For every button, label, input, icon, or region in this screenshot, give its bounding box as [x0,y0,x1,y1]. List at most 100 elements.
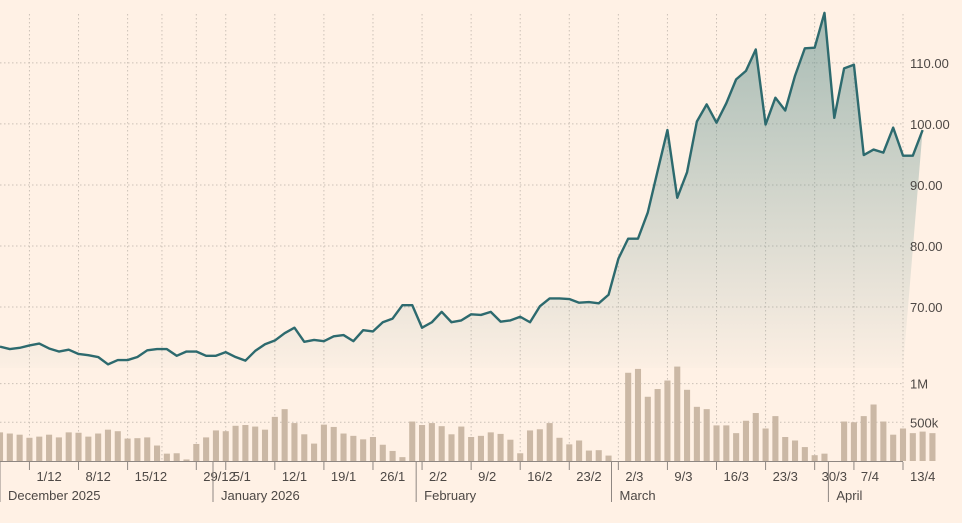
volume-bar [634,368,642,461]
volume-bar [890,434,897,461]
price-tick-label: 100.00 [910,117,950,132]
axis-labels: 70.00 80.00 90.00 100.00 110.00 500k 1M 1/12 8/1… [0,56,950,503]
volume-bar [320,424,327,461]
volume-bar [0,432,4,461]
volume-bar [576,440,583,461]
x-tick-label: 19/1 [331,469,356,484]
month-label: February [424,488,477,503]
price-line-group [0,11,924,366]
volume-bar [674,366,681,461]
volume-bar [684,389,691,461]
volume-bar [821,453,828,461]
price-tick-label: 70.00 [910,300,943,315]
x-tick-label: 26/1 [380,469,405,484]
volume-bar [762,428,769,461]
volume-bar [330,426,337,461]
volume-bar [65,432,72,461]
month-label: March [619,488,655,503]
volume-bar [517,453,524,461]
volume-bar [242,425,249,461]
x-tick-label: 1/12 [36,469,61,484]
x-tick-label: 16/3 [724,469,749,484]
x-tick-label: 23/2 [576,469,601,484]
volume-bar [95,433,102,461]
volume-bar [595,450,602,461]
volume-bar [399,457,406,461]
volume-bar [566,444,573,461]
volume-bar [114,431,121,461]
volume-bar [379,444,386,461]
volume-bar [55,437,62,461]
volume-bar [713,425,720,461]
volume-bar [183,459,190,461]
x-tick-label: 9/3 [674,469,692,484]
volume-bar [723,425,730,461]
volume-bar [173,453,180,461]
volume-bar [212,430,219,461]
volume-bar [311,443,318,461]
volume-bar [134,438,141,461]
volume-bar [919,431,926,461]
volume-bar [791,440,799,461]
volume-bar [860,416,867,461]
volume-bar [389,450,396,461]
x-tick-label: 29/12 [203,469,236,484]
volume-bar [811,455,818,461]
volume-bar [104,429,112,461]
volume-bar [909,433,916,461]
month-label: January 2026 [221,488,300,503]
volume-bar [36,436,43,461]
volume-bar [428,423,435,461]
volume-bars [0,366,936,461]
volume-bar [301,434,308,461]
volume-bar [154,445,161,461]
volume-bar [772,416,779,461]
volume-bar [124,438,131,461]
volume-bar [536,429,543,461]
x-tick-label: 23/3 [773,469,798,484]
volume-bar [850,422,857,461]
price-area-fill [0,12,923,368]
volume-bar [605,455,612,461]
volume-bar [271,416,278,461]
volume-bar [193,443,200,461]
volume-bar [16,434,23,461]
price-tick-label: 90.00 [910,178,943,193]
volume-bar [497,433,504,461]
volume-bar [6,433,13,461]
x-tick-label: 5/1 [233,469,251,484]
volume-bar [664,380,671,461]
price-line [0,11,924,366]
volume-bar [752,413,759,461]
x-tick-label: 7/4 [861,469,879,484]
volume-bar [203,437,210,461]
x-tick-label: 2/2 [429,469,447,484]
volume-tick-label: 500k [910,415,939,430]
volume-bar [458,426,465,461]
volume-bar [782,437,789,461]
x-tick-label: 13/4 [910,469,935,484]
volume-bar [585,450,592,461]
volume-bar [929,433,936,461]
volume-bar [526,430,534,461]
volume-bar [742,420,749,461]
x-tick-label: 12/1 [282,469,307,484]
volume-bar [841,421,848,461]
volume-bar [870,404,877,461]
volume-bar [693,406,700,461]
volume-bar [419,425,426,461]
volume-bar [438,426,445,461]
volume-bar [340,433,347,461]
volume-bar [291,423,298,461]
volume-bar [487,432,494,461]
price-area [0,12,923,368]
volume-bar [625,372,632,461]
volume-bar [468,437,475,461]
volume-bar [350,435,357,461]
volume-bar [801,447,808,461]
volume-bar [556,437,563,461]
price-tick-label: 110.00 [910,56,949,71]
volume-bar [409,421,416,461]
